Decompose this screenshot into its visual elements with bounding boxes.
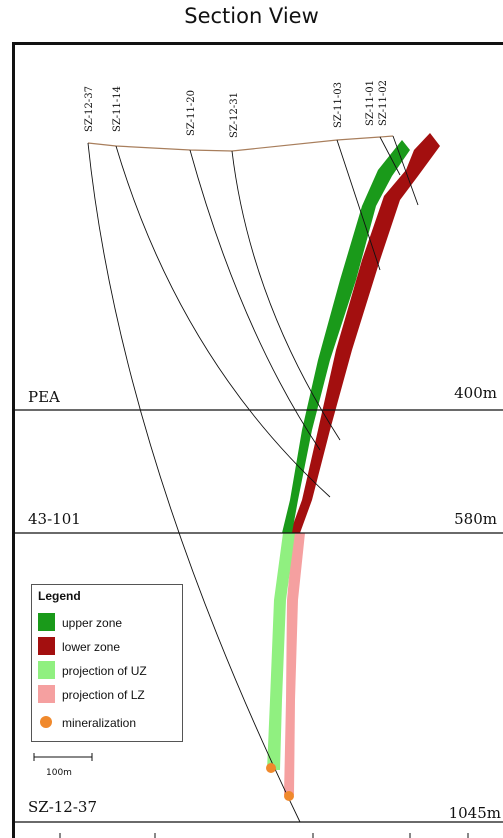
hole-label-sz-11-03: SZ-11-03 [333,82,344,128]
level-label-43-101: 43-101 [28,510,81,528]
section-title: Section View [184,4,319,28]
hole-label-sz-12-31: SZ-12-31 [229,92,240,138]
hole-label-sz-12-37: SZ-12-37 [84,86,95,132]
legend-item-label: upper zone [62,616,123,630]
upper-zone-band [282,140,410,533]
legend-item-label: mineralization [62,716,137,730]
hole-label-sz-11-14: SZ-11-14 [112,86,123,132]
drill-trace-sz-11-14 [115,145,331,498]
mineralization-dot [266,763,276,773]
hole-label-sz-11-20: SZ-11-20 [186,90,197,136]
level-label-pea: PEA [28,388,60,406]
legend: Legend upper zone lower zone projection … [31,584,183,742]
bottom-ticks [59,833,469,838]
legend-item-label: lower zone [62,640,121,654]
drill-trace-sz-11-01 [379,136,401,176]
drill-trace-sz-12-37 [87,142,301,823]
mineralization-dot [284,791,294,801]
scale-bar-label: 100m [46,768,72,778]
level-depth-1045m: 1045m [449,804,501,822]
section-frame [12,42,503,838]
hole-label-sz-11-02: SZ-11-02 [378,80,389,126]
legend-item-label: projection of LZ [62,688,145,702]
scale-bar [33,753,93,761]
drill-hole-traces [87,135,419,823]
legend-item-label: projection of UZ [62,664,147,678]
legend-swatch [38,685,55,703]
hole-label-sz-11-01: SZ-11-01 [365,80,376,126]
legend-swatch [38,637,55,655]
drill-trace-sz-12-31 [231,150,341,441]
legend-dot [40,716,52,728]
collar-line [87,135,394,152]
legend-title: Legend [38,589,81,603]
projection-lz-band [284,533,305,795]
level-depth-400m: 400m [454,384,497,402]
legend-swatch [38,613,55,631]
lower-zone-band [290,133,440,533]
projection-uz-band [267,533,295,770]
drill-trace-sz-11-02 [392,135,419,206]
level-label-sz-12-37: SZ-12-37 [28,798,97,816]
legend-swatch [38,661,55,679]
drill-trace-sz-11-03 [336,139,381,271]
level-depth-580m: 580m [454,510,497,528]
drill-trace-sz-11-20 [189,149,321,451]
